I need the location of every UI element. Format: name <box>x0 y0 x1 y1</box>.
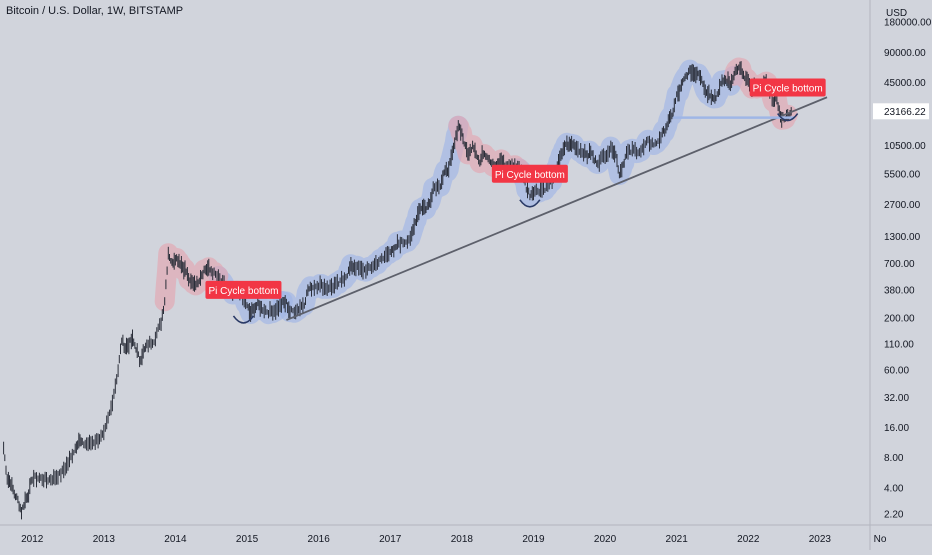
y-tick-label-15: 8.00 <box>884 453 904 464</box>
y-tick-label-7: 1300.00 <box>884 232 921 243</box>
y-tick-label-10: 200.00 <box>884 313 915 324</box>
pi-cycle-label-box[interactable] <box>205 280 282 299</box>
y-tick-label-9: 380.00 <box>884 285 915 296</box>
x-tick-label-7: 2019 <box>522 534 545 545</box>
y-tick-label-4: 10500.00 <box>884 141 926 152</box>
x-tick-label-1: 2013 <box>93 534 116 545</box>
x-tick-label-5: 2017 <box>379 534 402 545</box>
trendlines[interactable] <box>286 96 828 321</box>
y-tick-label-11: 110.00 <box>884 339 914 350</box>
last-price-badge <box>873 103 929 120</box>
y-tick-label-12: 60.00 <box>884 366 909 377</box>
bottom-arc <box>519 199 541 208</box>
pi-cycle-label-text: Pi Cycle bottom <box>495 170 565 181</box>
annotations[interactable]: Pi Cycle bottom Pi Cycle bottom Pi Cycle b… <box>205 78 826 324</box>
pi-cycle-label-2[interactable]: Pi Cycle bottom <box>749 78 826 97</box>
y-tick-label-2: 45000.00 <box>884 78 926 89</box>
x-tick-label-2: 2014 <box>164 534 187 545</box>
y-tick-label-0: 180000.00 <box>884 18 932 29</box>
support-trendline[interactable] <box>286 96 828 321</box>
y-tick-label-8: 700.00 <box>884 259 915 270</box>
y-tick-label-1: 90000.00 <box>884 48 926 59</box>
x-tick-label-8: 2020 <box>594 534 617 545</box>
y-tick-label-5: 5500.00 <box>884 169 921 180</box>
chart-title: Bitcoin / U.S. Dollar, 1W, BITSTAMP <box>6 5 183 17</box>
x-tick-label-10: 2022 <box>737 534 760 545</box>
y-tick-label-13: 32.00 <box>884 393 909 404</box>
pi-cycle-label-box[interactable] <box>491 164 568 183</box>
x-tick-label-6: 2018 <box>451 534 474 545</box>
y-tick-label-3: 23166.22 <box>884 107 926 118</box>
pi-cycle-label-1[interactable]: Pi Cycle bottom <box>491 164 568 183</box>
x-tick-label-3: 2015 <box>236 534 259 545</box>
x-tick-label-12: No <box>874 534 887 545</box>
bottom-arc <box>777 113 799 122</box>
pi-cycle-label-text: Pi Cycle bottom <box>208 286 278 297</box>
y-tick-label-16: 4.00 <box>884 483 904 494</box>
x-tick-label-4: 2016 <box>308 534 331 545</box>
pi-cycle-label-text: Pi Cycle bottom <box>753 84 823 95</box>
pi-cycle-label-box[interactable] <box>749 78 826 97</box>
y-tick-label-17: 2.20 <box>884 509 904 520</box>
bottom-arc <box>232 315 255 324</box>
x-tick-label-0: 2012 <box>21 534 44 545</box>
pi-cycle-label-0[interactable]: Pi Cycle bottom <box>205 280 282 299</box>
y-tick-label-6: 2700.00 <box>884 200 921 211</box>
x-tick-label-9: 2021 <box>666 534 689 545</box>
y-tick-label-14: 16.00 <box>884 423 909 434</box>
currency-label: USD <box>886 8 907 19</box>
x-tick-label-11: 2023 <box>809 534 832 545</box>
